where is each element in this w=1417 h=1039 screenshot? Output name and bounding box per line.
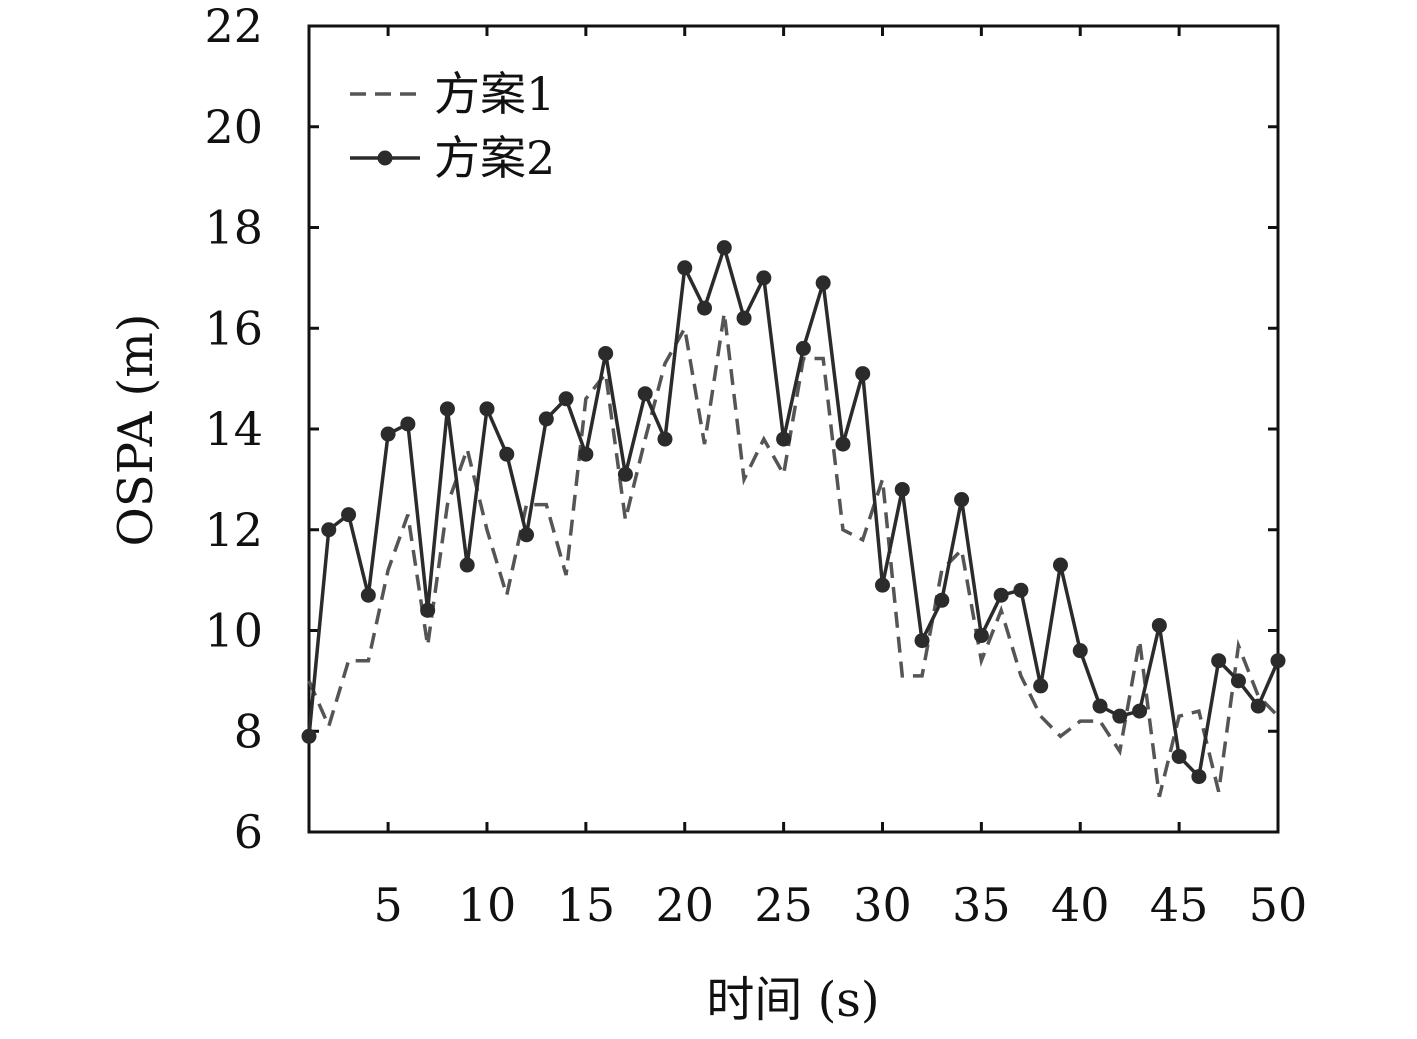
y-tick-label: 14 xyxy=(204,402,263,456)
y-tick-label: 20 xyxy=(204,100,263,154)
series-layer xyxy=(302,240,1286,797)
x-tick-label: 40 xyxy=(1051,878,1110,932)
x-tick-label: 5 xyxy=(373,878,402,932)
data-point xyxy=(895,482,910,497)
x-tick-label: 25 xyxy=(754,878,813,932)
data-point xyxy=(835,437,850,452)
x-tick-label: 20 xyxy=(655,878,714,932)
x-tick-label: 15 xyxy=(557,878,616,932)
data-point xyxy=(400,416,415,431)
data-point xyxy=(1172,749,1187,764)
data-point xyxy=(420,603,435,618)
y-axis-label: OSPA (m) xyxy=(108,313,164,546)
data-point xyxy=(578,447,593,462)
data-point xyxy=(598,346,613,361)
x-tick-label: 35 xyxy=(952,878,1011,932)
data-point xyxy=(1152,618,1167,633)
y-tick-label: 18 xyxy=(204,201,263,255)
y-tick-label: 10 xyxy=(204,604,263,658)
data-point xyxy=(1013,583,1028,598)
series-line-2 xyxy=(309,248,1278,777)
data-point xyxy=(1053,558,1068,573)
data-point xyxy=(816,275,831,290)
data-point xyxy=(796,341,811,356)
data-point xyxy=(479,401,494,416)
data-point xyxy=(1251,699,1266,714)
data-point xyxy=(1073,643,1088,658)
data-point xyxy=(440,401,455,416)
data-point xyxy=(1112,709,1127,724)
data-point xyxy=(697,301,712,316)
y-tick-label: 12 xyxy=(204,503,263,557)
x-tick-label: 30 xyxy=(853,878,912,932)
data-point xyxy=(974,628,989,643)
legend-marker xyxy=(378,151,393,166)
data-point xyxy=(737,311,752,326)
axes-layer: 6 8 10 12 14 16 18 20 22 5 10 15 20 25 30 35 40 45 50 xyxy=(204,0,1307,932)
data-point xyxy=(934,593,949,608)
data-point xyxy=(677,260,692,275)
data-point xyxy=(776,432,791,447)
data-point xyxy=(638,386,653,401)
data-point xyxy=(559,391,574,406)
data-point xyxy=(1093,699,1108,714)
x-tick-label: 50 xyxy=(1249,878,1308,932)
data-point xyxy=(1191,769,1206,784)
x-tick-label: 45 xyxy=(1150,878,1209,932)
data-point xyxy=(519,527,534,542)
data-point xyxy=(302,729,317,744)
data-point xyxy=(756,270,771,285)
data-point xyxy=(855,366,870,381)
data-point xyxy=(954,492,969,507)
data-point xyxy=(381,427,396,442)
data-point xyxy=(539,411,554,426)
legend-label-1: 方案1 xyxy=(434,67,555,121)
legend-label-2: 方案2 xyxy=(434,131,555,185)
data-point xyxy=(341,507,356,522)
data-point xyxy=(994,588,1009,603)
data-point xyxy=(1231,673,1246,688)
data-point xyxy=(1132,704,1147,719)
data-point xyxy=(1211,653,1226,668)
data-point xyxy=(1271,653,1286,668)
y-tick-label: 22 xyxy=(204,0,263,53)
data-point xyxy=(915,633,930,648)
data-point xyxy=(499,447,514,462)
data-point xyxy=(875,578,890,593)
data-point xyxy=(717,240,732,255)
x-axis-label: 时间 (s) xyxy=(706,972,879,1028)
data-point xyxy=(321,522,336,537)
y-tick-label: 8 xyxy=(234,704,263,758)
data-point xyxy=(618,467,633,482)
y-tick-label: 16 xyxy=(204,301,263,355)
data-point xyxy=(1033,678,1048,693)
y-tick-label: 6 xyxy=(234,805,263,859)
data-point xyxy=(657,432,672,447)
x-tick-label: 10 xyxy=(458,878,517,932)
data-point xyxy=(460,558,475,573)
data-point xyxy=(361,588,376,603)
